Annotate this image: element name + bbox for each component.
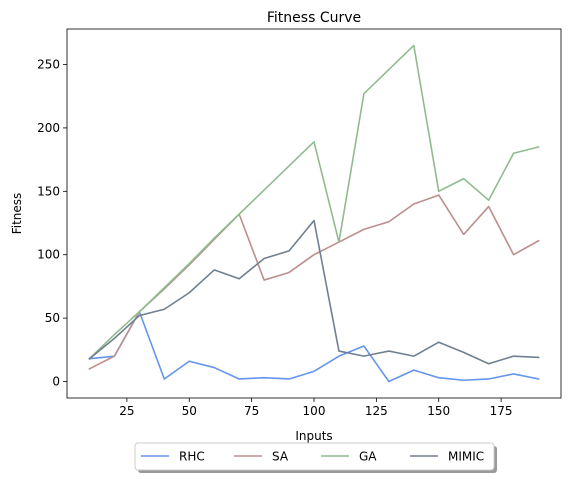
- series-layer: [88, 44, 540, 383]
- legend-label-sa: SA: [272, 450, 289, 464]
- legend-label-rhc: RHC: [179, 450, 205, 464]
- y-tick-label: 150: [37, 184, 60, 198]
- legend-box: [134, 442, 495, 471]
- series-line-ga: [88, 44, 540, 360]
- chart-title: Fitness Curve: [267, 10, 361, 26]
- x-axis-label: Inputs: [295, 429, 332, 443]
- x-tick-label: 125: [365, 404, 388, 418]
- plot-area: [66, 28, 562, 399]
- y-tick-label: 50: [45, 311, 60, 325]
- series-line-mimic: [88, 219, 540, 365]
- x-tick-label: 50: [182, 404, 197, 418]
- legend-label-mimic: MIMIC: [448, 450, 484, 464]
- series-line-sa: [88, 194, 540, 370]
- x-tick-label: 150: [427, 404, 450, 418]
- y-tick-label: 250: [37, 58, 60, 72]
- x-axis-ticks: 25 50 75 100 125 150 175: [119, 398, 513, 418]
- x-tick-label: 100: [303, 404, 326, 418]
- y-axis-ticks: 0 50 100 150 200 250: [37, 58, 67, 389]
- y-tick-label: 200: [37, 121, 60, 135]
- legend: RHC SA GA MIMIC: [134, 442, 497, 473]
- axes-frame: [66, 28, 562, 399]
- x-tick-label: 175: [490, 404, 513, 418]
- x-tick-label: 25: [119, 404, 134, 418]
- y-tick-label: 100: [37, 248, 60, 262]
- legend-items: RHC SA GA MIMIC: [141, 450, 484, 464]
- series-line-rhc: [88, 310, 540, 383]
- y-axis-label: Fitness: [10, 193, 24, 235]
- legend-label-ga: GA: [359, 450, 377, 464]
- x-tick-label: 75: [244, 404, 259, 418]
- y-tick-label: 0: [52, 375, 60, 389]
